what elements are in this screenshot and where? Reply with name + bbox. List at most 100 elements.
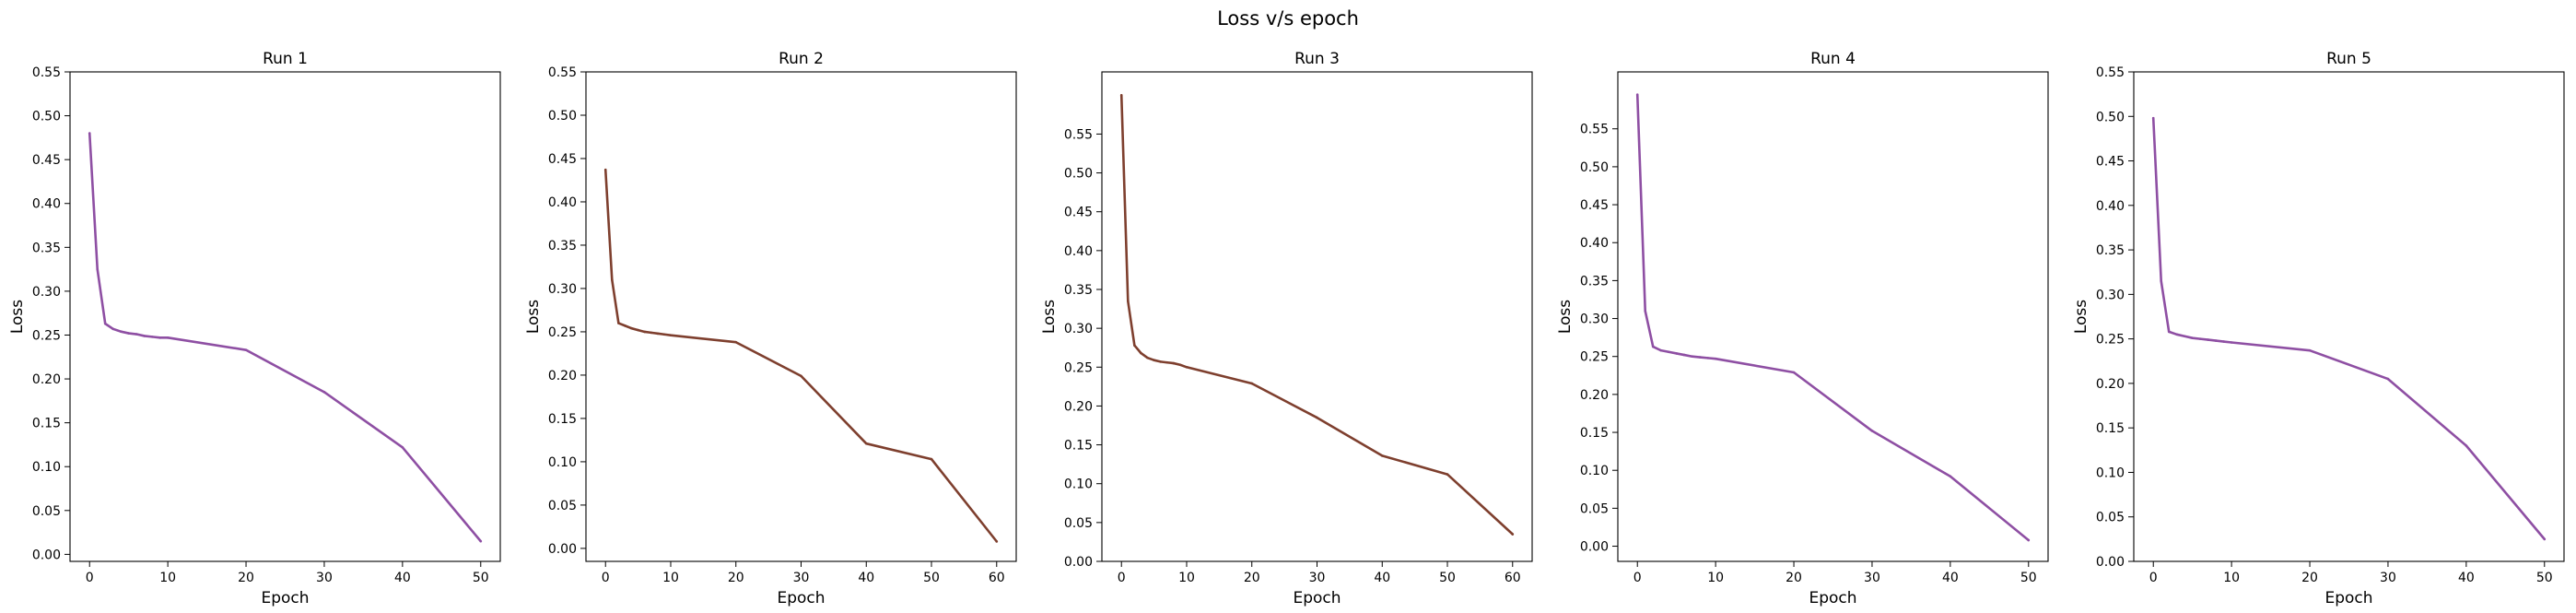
data-point: [88, 132, 91, 135]
x-axis-label: Epoch: [2324, 589, 2372, 607]
data-point: [1792, 371, 1796, 374]
x-tick-label: 30: [316, 571, 333, 585]
data-point: [2167, 330, 2171, 334]
y-tick-label: 0.00: [32, 548, 61, 562]
data-point: [864, 442, 868, 445]
x-tick-label: 10: [2223, 571, 2240, 585]
data-point: [1949, 475, 1952, 478]
x-tick-label: 10: [1707, 571, 1724, 585]
y-tick-label: 0.50: [32, 110, 61, 124]
data-point: [1127, 300, 1130, 302]
y-tick-label: 0.45: [32, 153, 61, 168]
y-tick-label: 0.50: [1064, 167, 1093, 182]
y-axis-label: Loss: [1040, 300, 1059, 334]
y-tick-label: 0.20: [548, 369, 577, 383]
y-axis-label: Loss: [2072, 300, 2090, 334]
y-tick-label: 0.05: [1064, 516, 1093, 531]
loss-line: [603, 168, 999, 543]
data-point: [1446, 473, 1449, 476]
y-axis-label: Loss: [524, 300, 543, 334]
data-point: [637, 328, 639, 332]
data-point: [930, 457, 933, 461]
x-tick-label: 0: [86, 571, 94, 585]
x-tick-label: 60: [989, 571, 1005, 585]
data-point: [1659, 348, 1662, 352]
subplot-title: Run 5: [2326, 50, 2371, 68]
y-tick-label: 0.40: [1580, 236, 1609, 251]
y-tick-label: 0.00: [548, 542, 577, 557]
data-point: [158, 336, 161, 339]
data-point: [244, 348, 248, 351]
y-tick-label: 0.45: [1064, 206, 1093, 220]
data-point: [1698, 356, 1702, 359]
data-point: [322, 391, 326, 394]
data-point: [1644, 310, 1647, 312]
data-point: [1133, 344, 1136, 347]
x-tick-label: 20: [2301, 571, 2318, 585]
y-tick-label: 0.25: [1580, 350, 1609, 365]
data-point: [143, 335, 146, 337]
data-point: [662, 333, 666, 336]
x-tick-label: 40: [2458, 571, 2475, 585]
y-tick-label: 0.30: [1064, 322, 1093, 336]
y-tick-label: 0.35: [1580, 274, 1609, 289]
plot-frame: [1101, 71, 1533, 562]
y-tick-label: 0.30: [1580, 312, 1609, 327]
y-tick-label: 0.50: [1580, 160, 1609, 175]
subplot-title: Run 4: [1810, 50, 1856, 68]
y-tick-label: 0.10: [1064, 477, 1093, 492]
plot-frame: [1617, 71, 2049, 562]
x-tick-label: 50: [2020, 571, 2037, 585]
x-tick-label: 20: [1786, 571, 1802, 585]
data-point: [2183, 335, 2186, 338]
y-tick-label: 0.20: [32, 372, 61, 387]
x-axis-label: Epoch: [261, 589, 309, 607]
y-tick-label: 0.25: [548, 325, 577, 340]
plot-frame: [69, 71, 501, 562]
y-tick-label: 0.05: [32, 504, 61, 519]
y-tick-label: 0.55: [548, 65, 577, 80]
data-point: [734, 340, 738, 344]
y-tick-label: 0.15: [1580, 426, 1609, 441]
data-point: [656, 332, 660, 336]
data-point: [669, 334, 673, 337]
data-point: [103, 322, 107, 325]
x-tick-label: 30: [793, 571, 810, 585]
subplot-run-3: Run 3 0 10 20 30 40 50 60 0.00 0.05 0.10 0.15 0.20 0.…: [1040, 50, 1533, 607]
data-point: [1870, 430, 1874, 432]
data-point: [96, 267, 100, 271]
y-tick-label: 0.40: [2096, 199, 2125, 214]
data-point: [611, 278, 614, 281]
data-point: [1651, 345, 1655, 348]
data-point: [1691, 355, 1693, 359]
x-tick-label: 50: [2536, 571, 2553, 585]
data-point: [1153, 359, 1155, 362]
y-tick-label: 0.35: [1064, 283, 1093, 298]
x-tick-label: 0: [1633, 571, 1642, 585]
subplot-run-4: Run 4 0 10 20 30 40 50 0.00 0.05 0.10 0.15 0.20 0.25…: [1556, 50, 2049, 607]
data-point: [603, 168, 607, 171]
data-point: [166, 336, 170, 339]
y-tick-label: 0.15: [32, 417, 61, 431]
data-point: [2151, 116, 2155, 120]
x-tick-label: 20: [238, 571, 254, 585]
y-axis-label: Loss: [8, 300, 27, 334]
y-tick-label: 0.25: [1064, 360, 1093, 375]
data-point: [127, 332, 130, 335]
data-point: [2198, 337, 2202, 340]
x-tick-label: 20: [728, 571, 744, 585]
x-axis-label: Epoch: [1809, 589, 1856, 607]
data-point: [2175, 333, 2178, 336]
y-tick-label: 0.15: [548, 412, 577, 427]
y-tick-label: 0.55: [32, 65, 61, 80]
y-tick-label: 0.15: [2096, 421, 2125, 436]
y-axis-label: Loss: [1556, 300, 1575, 334]
data-point: [2465, 444, 2468, 447]
y-tick-label: 0.40: [548, 195, 577, 210]
x-tick-label: 30: [1309, 571, 1326, 585]
data-point: [2308, 348, 2312, 352]
data-point: [111, 327, 114, 331]
data-point: [800, 374, 802, 378]
y-tick-label: 0.50: [2096, 110, 2125, 124]
